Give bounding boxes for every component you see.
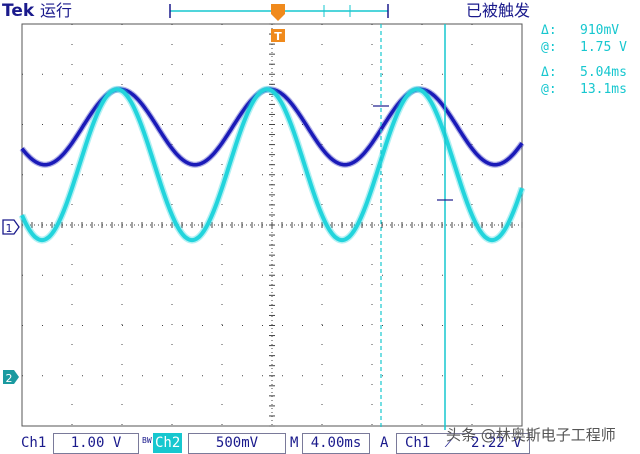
timebase-mode-label: M: [290, 435, 299, 451]
ch1-scale-value: 1.00 V: [70, 435, 122, 451]
brand-label: Tek: [2, 1, 35, 21]
ch2-ground-marker[interactable]: [3, 370, 19, 384]
voltage-at-label: @:: [541, 40, 557, 55]
voltage-delta-label: Δ:: [541, 23, 557, 38]
trigger-source-value: Ch1: [405, 435, 431, 451]
bandwidth-limit-mark: BW: [142, 436, 152, 445]
graticule: [21, 23, 523, 427]
timebase-value: 4.00ms: [310, 435, 362, 451]
trace-ch2: [20, 87, 524, 243]
traces: [18, 85, 526, 244]
ch1-scale-box[interactable]: 1.00 V: [53, 433, 139, 454]
voltage-delta-value: 910mV: [580, 23, 620, 38]
trigger-state-label: 已被触发: [466, 1, 531, 20]
ch1-ground-marker[interactable]: [2, 219, 20, 235]
trigger-mode-label: A: [380, 435, 389, 451]
trigger-level-value: 2.22 V: [470, 435, 522, 451]
trigger-marker-label: T: [274, 30, 282, 43]
ch2-label: Ch2: [153, 433, 183, 453]
rising-edge-icon: ⟋: [444, 435, 455, 451]
time-at-value: 13.1ms: [580, 82, 627, 97]
time-delta-label: Δ:: [541, 65, 557, 80]
timebase-box[interactable]: 4.00ms: [302, 433, 370, 454]
ch2-scale-box[interactable]: 500mV: [188, 433, 286, 454]
time-delta-value: 5.04ms: [580, 65, 627, 80]
time-at-label: @:: [541, 82, 557, 97]
trigger-position-icon[interactable]: [271, 4, 285, 42]
run-state-label: 运行: [40, 1, 73, 20]
trigger-settings-box[interactable]: Ch1 ⟋ 2.22 V: [396, 433, 530, 454]
voltage-at-value: 1.75 V: [580, 40, 627, 55]
ch1-label: Ch1: [21, 435, 47, 451]
ch1-marker-label: 1: [6, 222, 13, 235]
ch2-scale-value: 500mV: [215, 435, 259, 451]
watermark: 头条 @林奥斯电子工程师: [446, 426, 616, 444]
ch2-marker-label: 2: [6, 372, 13, 385]
